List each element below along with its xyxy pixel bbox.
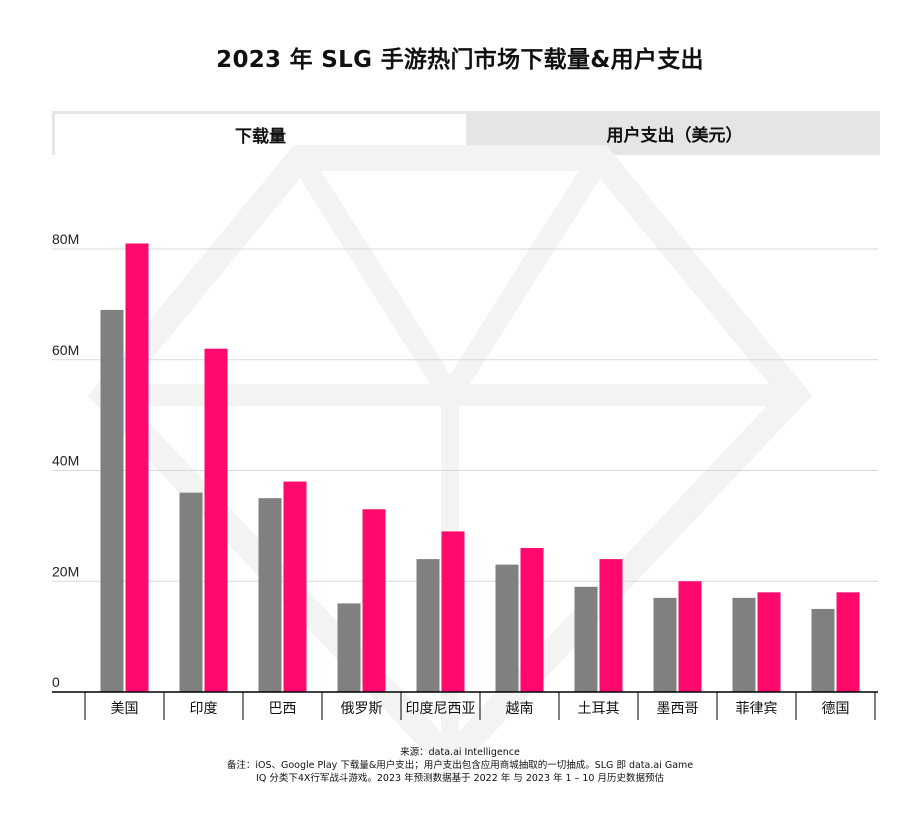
bar-2023-印度 xyxy=(204,348,228,692)
source-text: 来源：data.ai Intelligence xyxy=(400,747,520,758)
tab-bar: 下载量 用户支出（美元） xyxy=(52,111,880,155)
bar-2023-越南 xyxy=(520,548,544,692)
bar-2022-菲律宾 xyxy=(732,597,756,692)
tab-user-spending[interactable]: 用户支出（美元） xyxy=(469,111,880,155)
bar-2022-印度 xyxy=(179,492,203,692)
bar-2022-美国 xyxy=(100,309,124,692)
x-tick-label: 土耳其 xyxy=(578,701,620,717)
x-tick-label: 越南 xyxy=(506,701,534,717)
x-tick-label: 德国 xyxy=(822,701,850,717)
x-tick-label: 印度 xyxy=(190,701,218,717)
bar-2023-美国 xyxy=(125,243,149,692)
bar-2023-印度尼西亚 xyxy=(441,531,465,692)
y-tick-label: 80M xyxy=(52,231,79,247)
note-line-2: IQ 分类下4X行军战斗游戏。2023 年预测数据基于 2022 年 与 202… xyxy=(256,773,664,784)
bar-2022-墨西哥 xyxy=(653,597,677,692)
bar-2022-德国 xyxy=(811,608,835,692)
bar-2022-俄罗斯 xyxy=(337,603,361,692)
bar-2023-墨西哥 xyxy=(678,581,702,692)
x-tick-label: 印度尼西亚 xyxy=(406,701,476,717)
x-tick-label: 墨西哥 xyxy=(657,701,699,717)
chart-title: 2023 年 SLG 手游热门市场下载量&用户支出 xyxy=(216,47,704,73)
y-tick-label: 40M xyxy=(52,453,79,469)
x-tick-label: 巴西 xyxy=(269,701,297,717)
bar-2023-俄罗斯 xyxy=(362,509,386,692)
bar-2023-土耳其 xyxy=(599,559,623,692)
bar-2023-德国 xyxy=(836,592,860,692)
x-tick-label: 菲律宾 xyxy=(736,701,778,717)
bar-2022-土耳其 xyxy=(574,586,598,692)
x-tick-label: 俄罗斯 xyxy=(341,701,383,717)
bar-2022-印度尼西亚 xyxy=(416,559,440,692)
note-line-1: 备注：iOS、Google Play 下载量&用户支出；用户支出包含应用商城抽取… xyxy=(226,760,694,771)
bar-2023-巴西 xyxy=(283,481,307,692)
bar-2022-巴西 xyxy=(258,498,282,692)
bar-2022-越南 xyxy=(495,564,519,692)
y-tick-label: 0 xyxy=(52,674,60,690)
x-tick-label: 美国 xyxy=(111,701,139,717)
footer: 来源：data.ai Intelligence 备注：iOS、Google Pl… xyxy=(0,746,920,785)
y-tick-label: 20M xyxy=(52,563,79,579)
bar-2023-菲律宾 xyxy=(757,592,781,692)
y-tick-label: 60M xyxy=(52,342,79,358)
